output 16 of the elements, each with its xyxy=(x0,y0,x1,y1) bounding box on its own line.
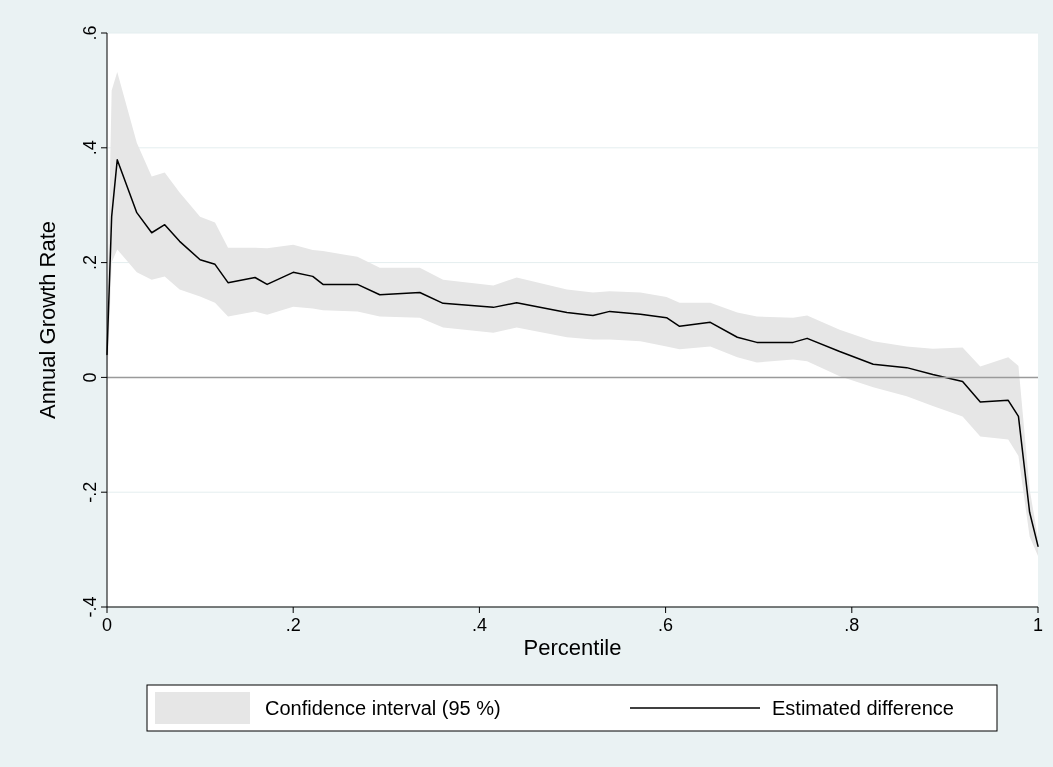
text: Confidence interval (95 %) xyxy=(265,697,501,719)
x-tick-label: .6 xyxy=(658,615,674,635)
y-tick-label: .4 xyxy=(80,140,100,156)
y-tick-label: 0 xyxy=(80,372,100,383)
x-tick-label: .8 xyxy=(844,615,860,635)
x-tick-label: .2 xyxy=(285,615,301,635)
x-axis-title: Percentile xyxy=(523,635,622,660)
y-tick-label: -.4 xyxy=(80,596,100,618)
y-tick-label: .2 xyxy=(80,255,100,271)
x-tick-label: 1 xyxy=(1032,615,1044,635)
text: Estimated difference xyxy=(772,697,954,719)
x-tick-label: .4 xyxy=(471,615,487,635)
x-tick-label: 0 xyxy=(101,615,113,635)
y-tick-label: -.2 xyxy=(80,481,100,503)
y-tick-label: .6 xyxy=(80,25,100,41)
y-axis-title: Annual Growth Rate xyxy=(35,220,60,420)
